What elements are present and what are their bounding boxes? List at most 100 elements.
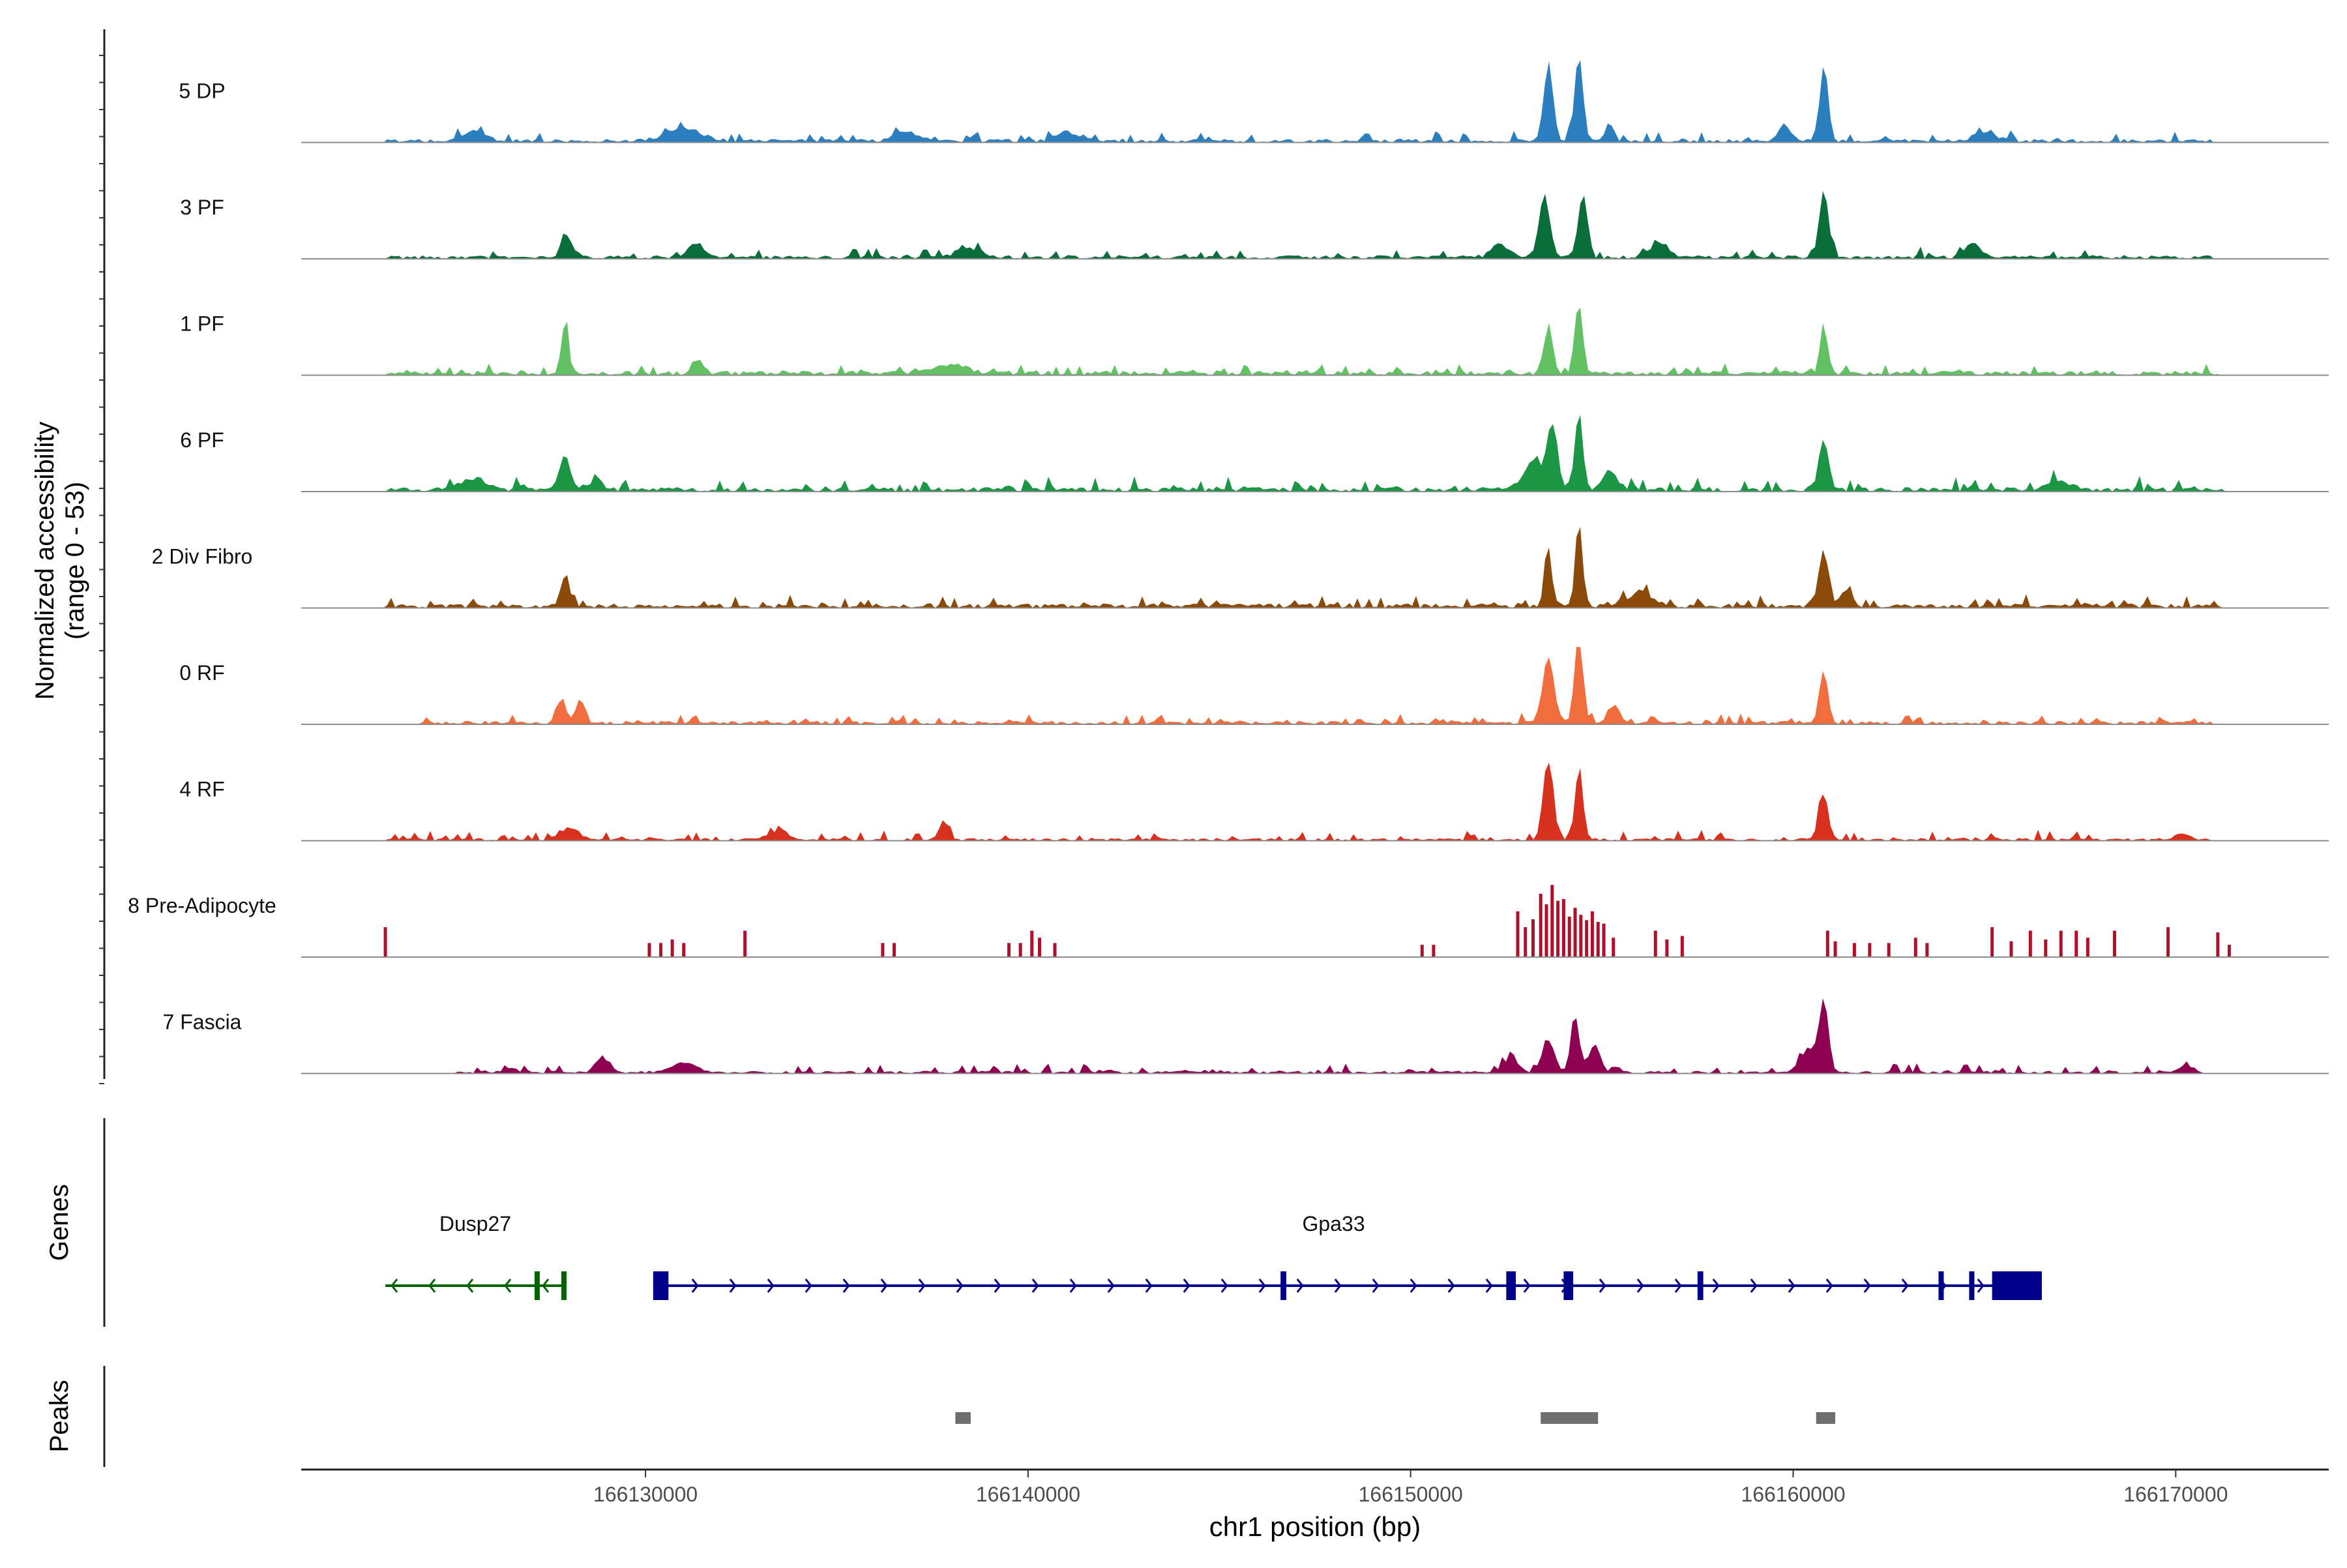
genes-axis-label: Genes	[45, 1184, 74, 1261]
accessibility-bar	[1539, 893, 1543, 957]
accessibility-bar	[2166, 927, 2170, 957]
x-tick-label: 166150000	[1359, 1483, 1463, 1506]
peaks-axis-label: Peaks	[45, 1380, 74, 1452]
strand-arrow	[918, 1279, 926, 1293]
gene-label: Dusp27	[439, 1212, 511, 1235]
axes-layer: Normalized accessibility (range 0 - 53) …	[31, 29, 2329, 1542]
accessibility-bar	[1925, 943, 1929, 957]
accessibility-area	[301, 762, 2329, 841]
strand-arrow	[391, 1279, 398, 1293]
accessibility-bar	[1038, 938, 1042, 957]
strand-arrow	[1410, 1279, 1417, 1293]
accessibility-bar	[2074, 930, 2078, 957]
strand-arrow	[1712, 1279, 1720, 1293]
accessibility-bar	[2059, 930, 2063, 957]
strand-arrow	[428, 1279, 436, 1293]
accessibility-bar	[881, 943, 885, 957]
accessibility-bar	[1516, 911, 1520, 957]
accessibility-bar	[1602, 923, 1606, 957]
x-axis-label: chr1 position (bp)	[1209, 1511, 1421, 1542]
accessibility-bar	[1825, 930, 1829, 957]
accessibility-bar	[1868, 943, 1872, 957]
gene-dusp27: Dusp27	[385, 1212, 567, 1300]
strand-arrow	[1031, 1279, 1039, 1293]
accessibility-bar	[2227, 945, 2231, 957]
track-label: 2 Div Fibro	[152, 545, 253, 569]
strand-arrow	[1183, 1279, 1190, 1293]
exon	[1969, 1271, 1975, 1300]
strand-arrow	[1372, 1279, 1380, 1293]
peaks-layer	[955, 1412, 1836, 1424]
exon	[1697, 1271, 1704, 1300]
track-label: 7 Fascia	[163, 1011, 242, 1034]
accessibility-bar	[1852, 943, 1856, 957]
accessibility-bar	[1590, 911, 1594, 957]
accessibility-bar	[2044, 939, 2048, 957]
exon	[1506, 1271, 1516, 1300]
accessibility-bar	[659, 943, 663, 957]
exon	[561, 1271, 567, 1300]
gene-gpa33: Gpa33	[653, 1212, 2042, 1300]
accessibility-bar	[2216, 932, 2220, 957]
strand-arrow	[1636, 1279, 1644, 1293]
accessibility-bar	[1524, 927, 1528, 957]
strand-arrow	[466, 1279, 474, 1293]
accessibility-area	[301, 60, 2329, 143]
exon	[653, 1271, 669, 1300]
x-tick-label: 166130000	[593, 1483, 698, 1506]
accessibility-bar	[1585, 920, 1589, 957]
strand-arrow	[1069, 1279, 1077, 1293]
strand-arrow	[504, 1279, 512, 1293]
track-label: 5 DP	[179, 80, 225, 103]
tracks-layer: 5 DP 3 PF 1 PF 6 PF 2 Div Fibro 0 RF 4 RF 8 Pre…	[128, 60, 2329, 1074]
strand-arrow	[767, 1279, 775, 1293]
accessibility-area	[301, 647, 2329, 724]
accessibility-bar	[1887, 943, 1891, 957]
track-0-rf: 0 RF	[179, 647, 2329, 725]
track-label: 8 Pre-Adipocyte	[128, 894, 276, 917]
accessibility-bar	[383, 927, 387, 957]
accessibility-bar	[1561, 898, 1565, 957]
track-label: 0 RF	[179, 661, 224, 685]
accessibility-bar	[1007, 943, 1011, 957]
strand-arrow	[1296, 1279, 1304, 1293]
track-5-dp: 5 DP	[179, 60, 2329, 143]
accessibility-bar	[1596, 922, 1600, 957]
strand-arrow	[729, 1279, 737, 1293]
accessibility-bar	[1653, 930, 1657, 957]
strand-arrow	[1977, 1279, 1985, 1293]
track-1-pf: 1 PF	[180, 307, 2329, 376]
exon	[534, 1271, 540, 1300]
track-6-pf: 6 PF	[180, 415, 2329, 492]
strand-arrow	[1523, 1279, 1531, 1293]
accessibility-bar	[1913, 938, 1917, 957]
strand-arrow	[956, 1279, 964, 1293]
accessibility-area	[301, 191, 2329, 259]
x-tick-label: 166170000	[2123, 1483, 2228, 1506]
track-label: 6 PF	[180, 428, 224, 452]
strand-arrow	[880, 1279, 888, 1293]
accessibility-bar	[1665, 939, 1669, 957]
peak-region	[1816, 1412, 1836, 1424]
accessibility-bar	[743, 930, 747, 957]
exon	[1280, 1271, 1286, 1300]
accessibility-bar	[2112, 930, 2116, 957]
strand-arrow	[1334, 1279, 1342, 1293]
strand-arrow	[1485, 1279, 1493, 1293]
strand-arrow	[1825, 1279, 1833, 1293]
strand-arrow	[1863, 1279, 1871, 1293]
strand-arrow	[842, 1279, 850, 1293]
strand-arrow	[1901, 1279, 1909, 1293]
exon	[1563, 1271, 1574, 1300]
peak-region	[955, 1412, 971, 1424]
accessibility-bar	[682, 943, 686, 957]
accessibility-bar	[1567, 916, 1571, 957]
accessibility-bar	[1030, 930, 1034, 957]
accessibility-bar	[1432, 945, 1436, 957]
gene-label: Gpa33	[1303, 1212, 1365, 1235]
track-label: 1 PF	[180, 312, 224, 336]
track-8-pre-adipocyte: 8 Pre-Adipocyte	[128, 885, 2329, 958]
strand-arrow	[1447, 1279, 1455, 1293]
strand-arrow	[1674, 1279, 1682, 1293]
